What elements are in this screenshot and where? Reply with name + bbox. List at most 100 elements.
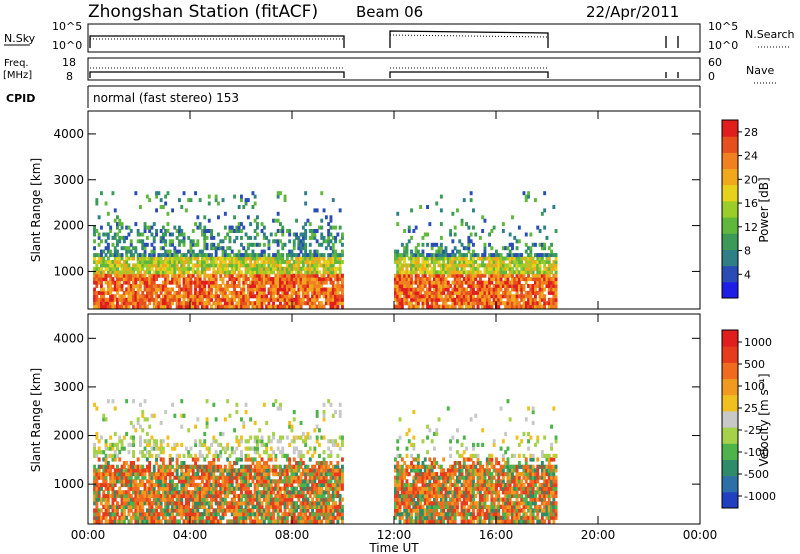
heatmap-cell — [276, 253, 280, 258]
heatmap-cell — [244, 479, 248, 484]
heatmap-cell — [109, 290, 113, 295]
heatmap-cell — [178, 519, 181, 524]
heatmap-cell — [320, 256, 324, 261]
heatmap-cell — [276, 508, 280, 513]
heatmap-cell — [212, 235, 216, 240]
heatmap-cell — [320, 482, 324, 488]
heatmap-cell — [299, 450, 303, 455]
heatmap-cell — [451, 294, 455, 299]
heatmap-cell — [194, 297, 197, 302]
heatmap-cell — [256, 242, 259, 247]
heatmap-cell — [132, 490, 135, 495]
heatmap-cell — [322, 256, 326, 261]
heatmap-cell — [122, 512, 126, 517]
heatmap-cell — [189, 493, 193, 499]
heatmap-cell — [517, 301, 521, 306]
heatmap-cell — [554, 301, 558, 306]
heatmap-cell — [274, 218, 278, 223]
heatmap-cell — [219, 287, 223, 292]
heatmap-cell — [451, 260, 455, 264]
heatmap-cell — [460, 218, 464, 223]
heatmap-cell — [456, 280, 459, 285]
heatmap-cell — [109, 515, 113, 520]
heatmap-cell — [550, 287, 553, 292]
heatmap-cell — [288, 493, 292, 499]
heatmap-cell — [407, 290, 411, 295]
heatmap-cell — [416, 290, 420, 295]
heatmap-cell — [132, 270, 135, 275]
heatmap-cell — [283, 270, 287, 275]
heatmap-cell — [508, 242, 512, 247]
heatmap-cell — [104, 442, 108, 447]
heatmap-cell — [276, 260, 280, 264]
heatmap-cell — [221, 270, 225, 275]
heatmap-cell — [184, 490, 188, 495]
heatmap-cell — [201, 301, 204, 306]
heatmap-cell — [258, 280, 262, 285]
heatmap-cell — [102, 249, 106, 254]
heatmap-cell — [178, 504, 181, 509]
heatmap-cell — [495, 290, 498, 295]
heatmap-cell — [242, 284, 246, 288]
heatmap-cell — [97, 242, 101, 247]
heatmap-cell — [97, 290, 101, 295]
heatmap-cell — [256, 515, 259, 520]
heatmap-cell — [150, 446, 154, 451]
heatmap-cell — [336, 475, 340, 480]
heatmap-cell — [118, 229, 122, 233]
heatmap-cell — [279, 464, 282, 469]
heatmap-cell — [301, 294, 305, 299]
heatmap-cell — [233, 490, 236, 495]
heatmap-cell — [175, 301, 179, 306]
heatmap-cell — [180, 253, 184, 258]
heatmap-cell — [311, 504, 314, 509]
heatmap-cell — [129, 501, 133, 506]
heatmap-cell — [235, 439, 239, 444]
heatmap-cell — [311, 479, 314, 484]
heatmap-cell — [304, 493, 308, 499]
freq-tick-bottom: 8 — [66, 70, 73, 83]
heatmap-cell — [120, 482, 124, 488]
heatmap-cell — [258, 482, 262, 488]
heatmap-cell — [299, 490, 303, 495]
heatmap-cell — [483, 273, 487, 278]
heatmap-cell — [334, 284, 337, 288]
heatmap-cell — [329, 260, 333, 264]
heatmap-cell — [449, 253, 452, 258]
heatmap-cell — [235, 504, 239, 509]
heatmap-cell — [145, 290, 149, 295]
heatmap-cell — [164, 249, 168, 254]
heatmap-cell — [194, 280, 197, 285]
heatmap-cell — [267, 266, 271, 271]
heatmap-cell — [240, 270, 243, 275]
heatmap-cell — [444, 266, 448, 271]
heatmap-cell — [178, 270, 181, 275]
heatmap-cell — [148, 439, 152, 444]
heatmap-cell — [136, 508, 140, 513]
heatmap-cell — [428, 253, 432, 258]
heatmap-cell — [164, 501, 168, 506]
heatmap-cell — [320, 486, 324, 491]
heatmap-cell — [545, 253, 549, 258]
heatmap-cell — [120, 472, 124, 477]
heatmap-cell — [260, 482, 264, 488]
heatmap-cell — [324, 512, 328, 517]
heatmap-cell — [207, 287, 211, 292]
heatmap-cell — [536, 256, 540, 261]
heatmap-cell — [274, 479, 278, 484]
heatmap-cell — [534, 297, 537, 302]
heatmap-cell — [329, 287, 333, 292]
heatmap-cell — [262, 490, 266, 495]
heatmap-cell — [93, 304, 96, 309]
heatmap-cell — [322, 501, 326, 506]
heatmap-cell — [527, 304, 530, 309]
heatmap-cell — [100, 249, 103, 254]
heatmap-cell — [460, 242, 464, 247]
heatmap-cell — [453, 256, 457, 261]
heatmap-cell — [517, 277, 521, 282]
heatmap-cell — [178, 232, 181, 237]
heatmap-cell — [184, 304, 188, 309]
heatmap-cell — [513, 287, 517, 292]
heatmap-cell — [233, 450, 236, 455]
heatmap-cell — [299, 435, 303, 440]
